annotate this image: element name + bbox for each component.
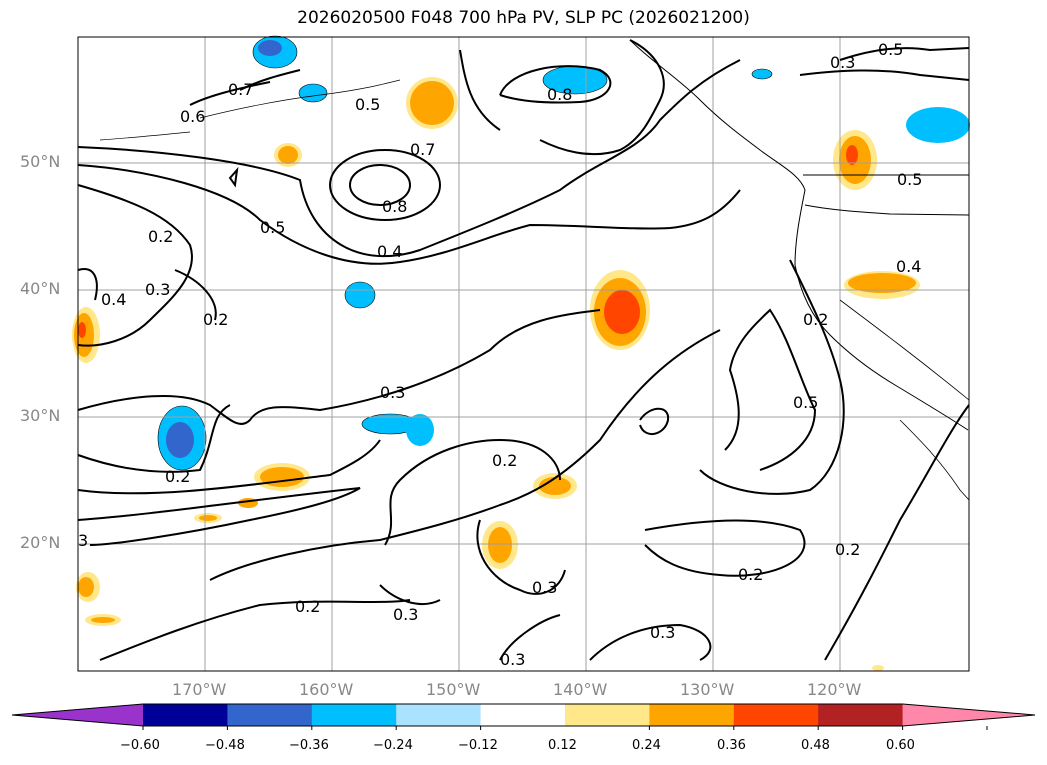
colorbar-segment bbox=[396, 704, 482, 726]
colorbar-tick: 0.48 bbox=[801, 738, 830, 753]
colorbar-segment bbox=[733, 704, 819, 726]
contour-label: 0.6 bbox=[180, 107, 205, 126]
lon-label-170: 170°W bbox=[172, 680, 227, 699]
colorbar-tick: −0.60 bbox=[120, 738, 160, 753]
lon-label-120: 120°W bbox=[807, 680, 862, 699]
contour-label: 0.2 bbox=[295, 597, 320, 616]
colorbar-tick: −0.12 bbox=[458, 738, 498, 753]
contour-label: 0.2 bbox=[148, 227, 173, 246]
contour-label: 0.7 bbox=[228, 80, 253, 99]
colorbar-tick: −0.36 bbox=[289, 738, 329, 753]
colorbar-segment bbox=[480, 704, 566, 726]
lon-label-140: 140°W bbox=[553, 680, 608, 699]
lat-label-40: 40°N bbox=[20, 279, 61, 298]
colorbar-segment bbox=[227, 704, 313, 726]
coastline bbox=[99, 39, 970, 501]
lat-label-50: 50°N bbox=[20, 152, 61, 171]
lat-label-30: 30°N bbox=[20, 406, 61, 425]
map-frame bbox=[77, 36, 970, 672]
colorbar-tick: 0.60 bbox=[886, 738, 915, 753]
contour-label: 0.5 bbox=[897, 170, 922, 189]
lon-label-130: 130°W bbox=[680, 680, 735, 699]
contour-label: 0.4 bbox=[896, 257, 921, 276]
contour-label: 0.5 bbox=[260, 218, 285, 237]
contour-label: 0.5 bbox=[878, 40, 903, 59]
colorbar-extend-high bbox=[902, 704, 1035, 726]
contour-label: 0.2 bbox=[492, 451, 517, 470]
contour-label: 0.3 bbox=[393, 605, 418, 624]
contour-label: 0.5 bbox=[355, 95, 380, 114]
contour-label: 0.2 bbox=[835, 540, 860, 559]
contour-label: 0.2 bbox=[165, 467, 190, 486]
colorbar-tick: −0.48 bbox=[205, 738, 245, 753]
contour-label: 0.3 bbox=[830, 53, 855, 72]
contour-label: 0.2 bbox=[203, 310, 228, 329]
colorbar-tick: −0.24 bbox=[373, 738, 413, 753]
colorbar-tick: 0.36 bbox=[717, 738, 746, 753]
colorbar-segment bbox=[649, 704, 735, 726]
contour-label: 0.2 bbox=[738, 565, 763, 584]
contour-label: 0.7 bbox=[410, 140, 435, 159]
lat-label-20: 20°N bbox=[20, 533, 61, 552]
lon-label-160: 160°W bbox=[299, 680, 354, 699]
contour-label: 0.8 bbox=[382, 197, 407, 216]
colorbar-tick: 0.12 bbox=[548, 738, 577, 753]
contour-label: 0.8 bbox=[547, 85, 572, 104]
contour-label: 0.5 bbox=[793, 393, 818, 412]
contour-label: 3 bbox=[78, 531, 88, 550]
contour-label: 0.2 bbox=[803, 310, 828, 329]
contour-label: 0.3 bbox=[145, 280, 170, 299]
slp-contours bbox=[77, 39, 970, 661]
colorbar bbox=[11, 703, 1036, 730]
colorbar-segment bbox=[818, 704, 904, 726]
colorbar-segment bbox=[565, 704, 650, 726]
contour-label: 0.3 bbox=[532, 578, 557, 597]
lon-label-150: 150°W bbox=[426, 680, 481, 699]
contour-label: 0.3 bbox=[650, 623, 675, 642]
map-title: 2026020500 F048 700 hPa PV, SLP PC (2026… bbox=[297, 8, 750, 28]
colorbar-segment bbox=[311, 704, 397, 726]
colorbar-extend-low bbox=[12, 704, 143, 726]
contour-label: 0.3 bbox=[500, 650, 525, 669]
contour-label: 0.3 bbox=[380, 383, 405, 402]
colorbar-segment bbox=[143, 704, 228, 726]
contour-label: 0.4 bbox=[377, 242, 402, 261]
colorbar-tick: 0.24 bbox=[632, 738, 661, 753]
contour-label: 0.4 bbox=[101, 290, 126, 309]
